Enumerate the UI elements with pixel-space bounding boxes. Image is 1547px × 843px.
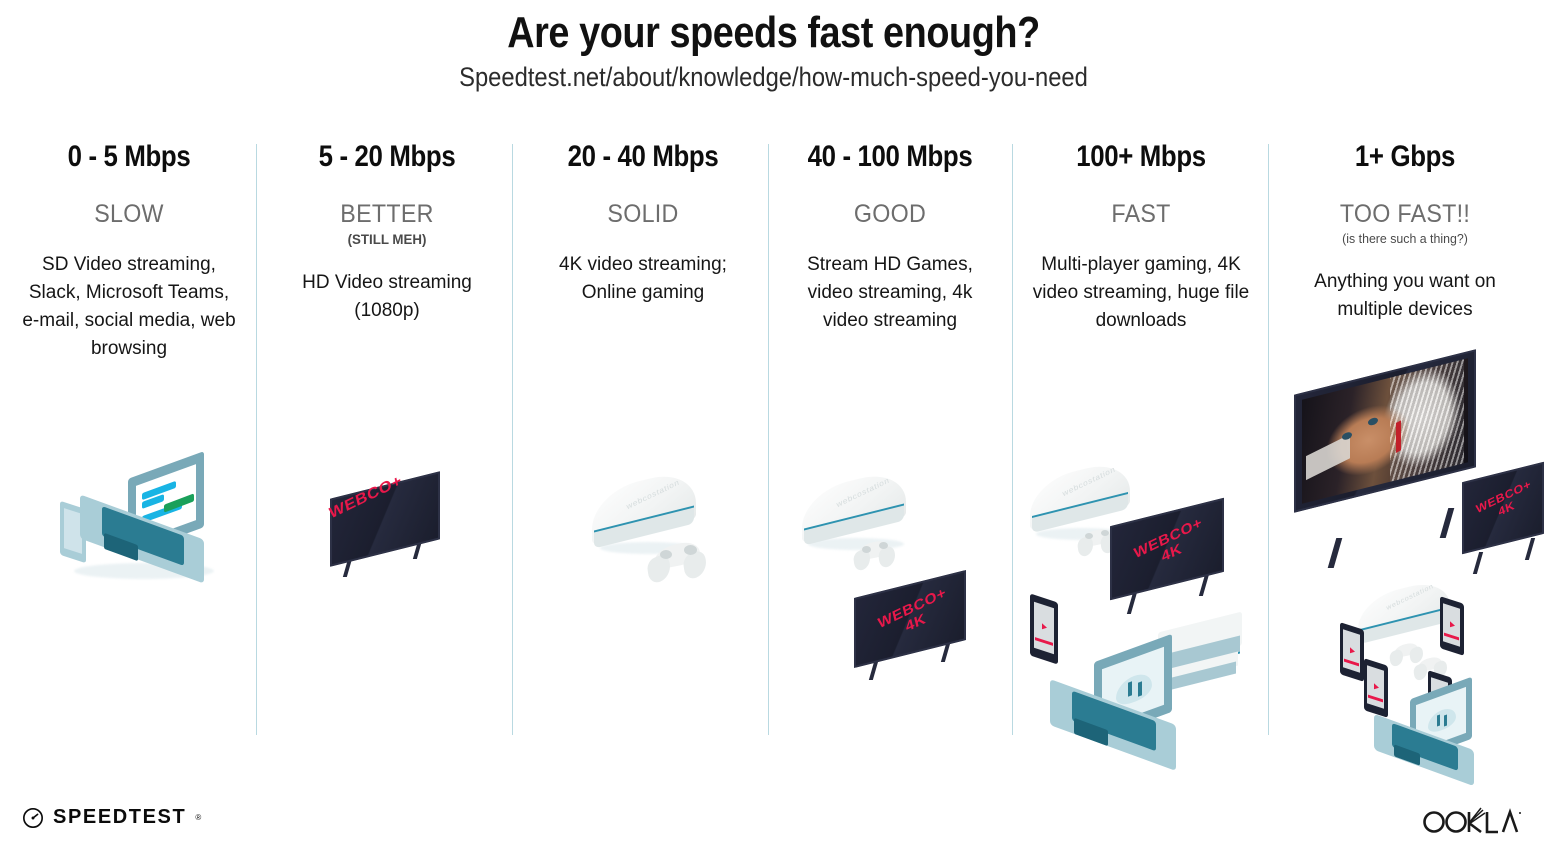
illustration-multi-device: webcostation WEBCO+ 4K	[1022, 457, 1262, 771]
ookla-logo	[1419, 802, 1523, 841]
illustration-tv: WEBCO+	[328, 471, 450, 595]
speed-description: Stream HD Games, video streaming, 4k vid…	[807, 254, 973, 331]
play-icon	[1450, 621, 1455, 629]
speed-range-label: 5 - 20 Mbps	[318, 140, 456, 173]
speed-verdict-sublabel: (is there such a thing?)	[1342, 231, 1468, 246]
play-icon	[1042, 623, 1047, 631]
illustration-laptop-phone	[60, 451, 230, 585]
page-subtitle-url: Speedtest.net/about/knowledge/how-much-s…	[459, 62, 1088, 92]
upload-arrow-icon	[1444, 714, 1447, 727]
speed-description: Multi-player gaming, 4K video streaming,…	[1032, 254, 1250, 331]
game-controller-icon	[1074, 526, 1122, 560]
illustration-console-controller: webcostation	[592, 467, 722, 590]
page-title: Are your speeds fast enough?	[507, 8, 1040, 57]
speed-verdict-sublabel: (STILL MEH)	[347, 231, 427, 247]
speed-verdict-label: GOOD	[853, 200, 927, 228]
upload-arrow-icon	[1138, 681, 1142, 697]
speed-column-5-20: 5 - 20 Mbps BETTER (STILL MEH) HD Video …	[266, 140, 508, 325]
speed-verdict-label: FAST	[1111, 200, 1171, 228]
download-arrow-icon	[1128, 681, 1132, 697]
speed-description: HD Video streaming (1080p)	[302, 272, 472, 321]
phone-icon	[1340, 622, 1366, 684]
speedtest-trademark: ®	[195, 813, 202, 822]
laptop-icon	[1374, 676, 1494, 787]
tv-icon: WEBCO+ 4K	[1110, 497, 1230, 632]
play-icon	[1350, 647, 1355, 655]
speed-column-0-5: 0 - 5 Mbps SLOW SD Video streaming, Slac…	[8, 140, 250, 363]
speed-description: 4K video streaming; Online gaming	[559, 254, 727, 303]
speed-description: Anything you want on multiple devices	[1314, 271, 1496, 320]
speed-description: SD Video streaming, Slack, Microsoft Tea…	[22, 254, 236, 359]
speed-column-100-plus: 100+ Mbps FAST Multi-player gaming, 4K v…	[1022, 140, 1260, 335]
speed-range-label: 40 - 100 Mbps	[807, 140, 973, 173]
column-divider-5	[1268, 144, 1269, 735]
speedtest-logo: SPEEDTEST ®	[22, 806, 201, 829]
speed-column-20-40: 20 - 40 Mbps SOLID 4K video streaming; O…	[522, 140, 764, 307]
phone-icon	[1440, 596, 1466, 658]
column-divider-3	[768, 144, 769, 735]
speedometer-icon	[23, 807, 43, 828]
speed-verdict-label: BETTER	[340, 200, 434, 228]
speed-range-label: 100+ Mbps	[1076, 140, 1206, 173]
speed-verdict-label: SOLID	[607, 200, 679, 228]
tv-photo-icon	[1294, 349, 1484, 602]
speedtest-wordmark: SPEEDTEST	[53, 806, 187, 828]
column-divider-4	[1012, 144, 1013, 735]
game-controller-icon	[642, 539, 712, 586]
illustration-everything: WEBCO+ 4K webcostation	[1288, 349, 1544, 787]
game-controller-icon	[850, 538, 900, 574]
column-divider-1	[256, 144, 257, 735]
speed-verdict-label: TOO FAST!!	[1339, 200, 1471, 228]
speed-range-label: 1+ Gbps	[1354, 140, 1456, 173]
speed-range-label: 0 - 5 Mbps	[67, 140, 191, 173]
speed-verdict-label: SLOW	[94, 200, 164, 228]
speed-range-label: 20 - 40 Mbps	[567, 140, 719, 173]
tv-icon: WEBCO+ 4K	[1462, 461, 1547, 584]
astronaut-photo	[1302, 358, 1468, 504]
speed-column-1-gbps: 1+ Gbps TOO FAST!! (is there such a thin…	[1280, 140, 1530, 324]
illustration-console-controller-tv: webcostation WEBCO+ 4K	[798, 467, 978, 680]
laptop-icon	[1050, 633, 1200, 771]
download-arrow-icon	[1437, 714, 1440, 727]
tv-icon: WEBCO+ 4K	[854, 570, 974, 684]
column-divider-2	[512, 144, 513, 735]
ookla-wordmark	[1423, 807, 1521, 834]
speed-column-40-100: 40 - 100 Mbps GOOD Stream HD Games, vide…	[772, 140, 1008, 335]
